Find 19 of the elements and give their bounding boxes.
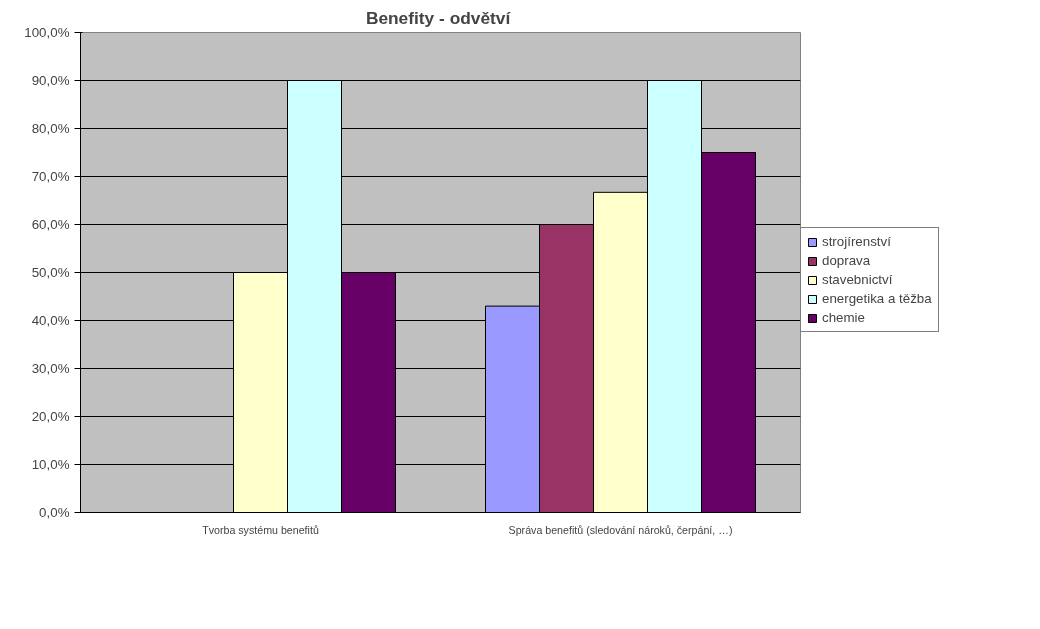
y-tick-label: 90,0% xyxy=(31,73,70,88)
legend-label: stavebnictví xyxy=(822,272,893,287)
legend-label: doprava xyxy=(822,253,871,268)
chart-title: Benefity - odvětví xyxy=(365,7,512,28)
y-tick-label: 100,0% xyxy=(24,25,70,40)
x-tick-label: Správa benefitů (sledování nároků, čerpání, …) xyxy=(508,523,733,536)
y-tick-label: 50,0% xyxy=(31,265,70,280)
y-tick-label: 0,0% xyxy=(39,505,70,520)
y-tick-label: 80,0% xyxy=(31,121,70,136)
y-tick-label: 20,0% xyxy=(31,409,70,424)
x-tick-label: Tvorba systému benefitů xyxy=(202,523,319,536)
legend-label: chemie xyxy=(822,310,865,325)
y-tick-label: 70,0% xyxy=(31,169,70,184)
y-tick-label: 40,0% xyxy=(31,313,70,328)
legend-label: strojírenství xyxy=(822,234,891,249)
y-tick-label: 10,0% xyxy=(31,457,70,472)
y-tick-label: 30,0% xyxy=(31,361,70,376)
legend-label: energetika a těžba xyxy=(822,291,932,306)
y-tick-label: 60,0% xyxy=(31,217,70,232)
